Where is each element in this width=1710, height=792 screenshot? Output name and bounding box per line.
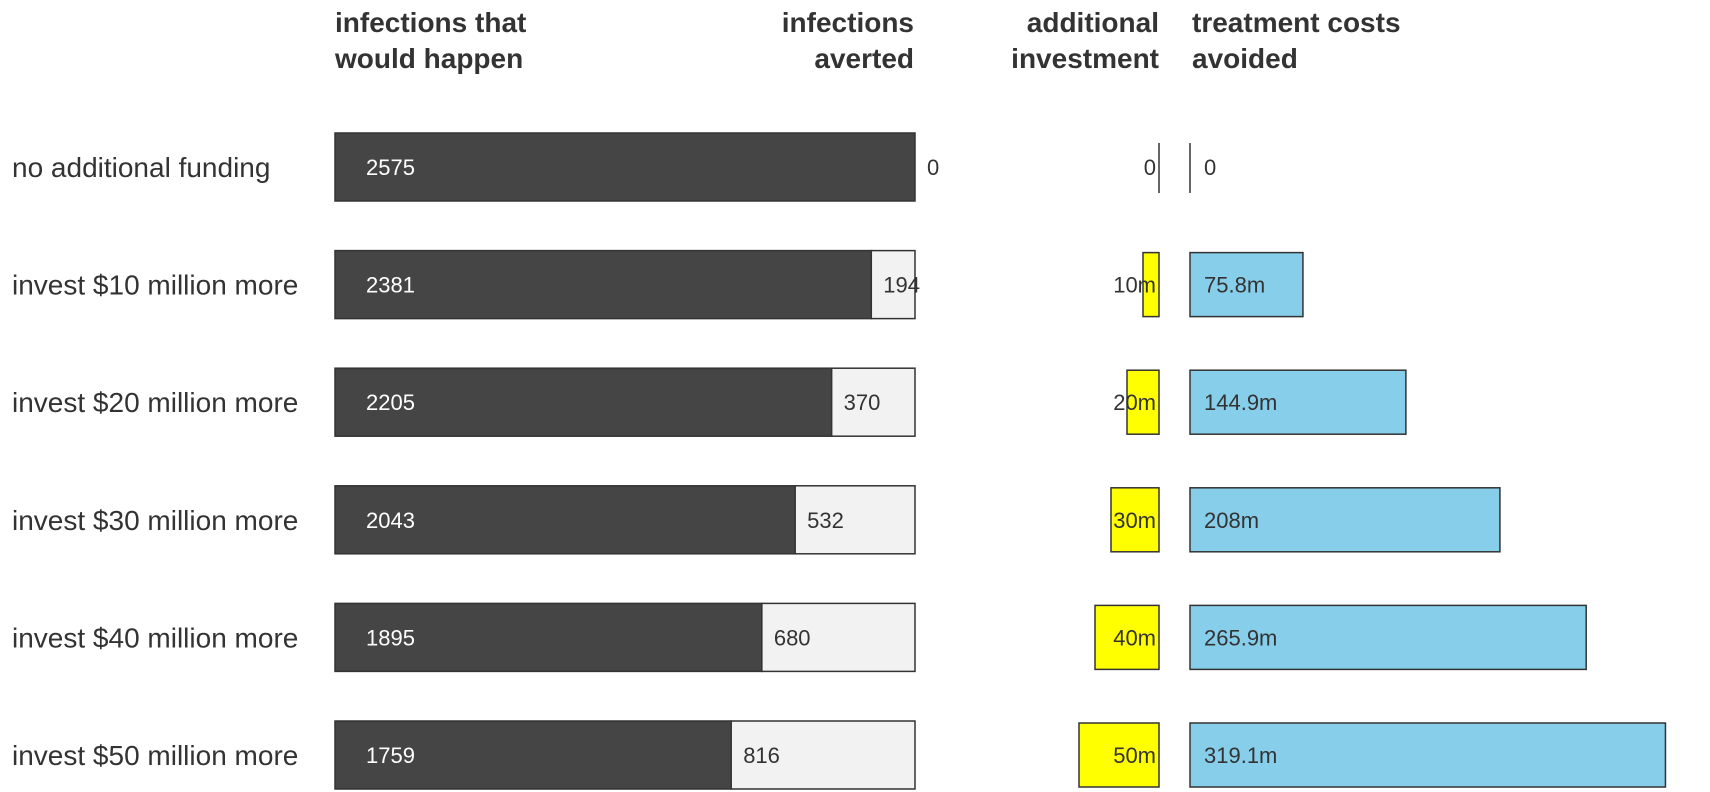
- chart-rows: no additional funding 2575 0 0 0 invest $10 m…: [12, 132, 1667, 790]
- bar-infections-happen: [334, 367, 833, 437]
- bar-infections-averted: [730, 720, 916, 790]
- label-additional-investment: 30m: [1113, 508, 1156, 533]
- bar-additional-investment: [1078, 722, 1160, 788]
- header-treatment-costs-line1: treatment costs: [1192, 7, 1401, 38]
- bar-infections-happen: [334, 132, 916, 202]
- header-additional-investment-line1: additional: [1027, 7, 1159, 38]
- bar-additional-investment: [1126, 369, 1160, 435]
- label-additional-investment: 40m: [1113, 625, 1156, 650]
- bar-treatment-costs: [1189, 604, 1587, 671]
- bar-infections-happen: [334, 485, 796, 555]
- bar-infections-averted: [761, 602, 916, 673]
- label-additional-investment: 20m: [1113, 390, 1156, 415]
- label-infections-happen: 1759: [366, 743, 415, 768]
- label-infections-happen: 2575: [366, 155, 415, 180]
- header-infections-happen-line1: infections that: [335, 7, 526, 38]
- label-infections-happen: 1895: [366, 625, 415, 650]
- row-label: invest $40 million more: [12, 622, 298, 653]
- row-label: no additional funding: [12, 152, 270, 183]
- label-infections-happen: 2205: [366, 390, 415, 415]
- label-infections-averted: 370: [844, 390, 881, 415]
- row-label: invest $20 million more: [12, 387, 298, 418]
- bar-infections-happen: [334, 602, 763, 673]
- bar-infections-averted: [794, 485, 916, 555]
- bar-infections-happen: [334, 720, 732, 790]
- label-additional-investment: 50m: [1113, 743, 1156, 768]
- row-label: invest $30 million more: [12, 505, 298, 536]
- label-treatment-costs: 319.1m: [1204, 743, 1277, 768]
- label-treatment-costs: 0: [1204, 155, 1216, 180]
- bar-treatment-costs: [1189, 487, 1501, 553]
- label-infections-happen: 2381: [366, 273, 415, 298]
- bar-additional-investment: [1142, 251, 1160, 318]
- bar-additional-investment: [1110, 487, 1160, 553]
- header-additional-investment-line2: investment: [1011, 43, 1159, 74]
- bar-infections-happen: [334, 249, 873, 320]
- header-treatment-costs-line2: avoided: [1192, 43, 1298, 74]
- label-infections-averted: 816: [743, 743, 780, 768]
- row-label: invest $50 million more: [12, 740, 298, 771]
- label-treatment-costs: 75.8m: [1204, 273, 1265, 298]
- label-additional-investment: 10m: [1113, 273, 1156, 298]
- bar-treatment-costs: [1189, 722, 1667, 788]
- label-infections-averted: 680: [774, 625, 811, 650]
- bar-treatment-costs: [1189, 369, 1407, 435]
- header-infections-averted-line2: averted: [814, 43, 914, 74]
- bar-infections-averted: [870, 249, 916, 320]
- label-treatment-costs: 208m: [1204, 508, 1259, 533]
- label-treatment-costs: 144.9m: [1204, 390, 1277, 415]
- bar-treatment-costs: [1189, 251, 1304, 318]
- label-infections-averted: 0: [927, 155, 939, 180]
- label-additional-investment: 0: [1144, 155, 1156, 180]
- row-label: invest $10 million more: [12, 270, 298, 301]
- header-infections-happen-line2: would happen: [334, 43, 523, 74]
- label-infections-averted: 532: [807, 508, 844, 533]
- label-infections-happen: 2043: [366, 508, 415, 533]
- label-treatment-costs: 265.9m: [1204, 625, 1277, 650]
- label-infections-averted: 194: [883, 273, 920, 298]
- bar-additional-investment: [1094, 604, 1160, 671]
- header-infections-averted-line1: infections: [782, 7, 914, 38]
- bar-infections-averted: [830, 367, 916, 437]
